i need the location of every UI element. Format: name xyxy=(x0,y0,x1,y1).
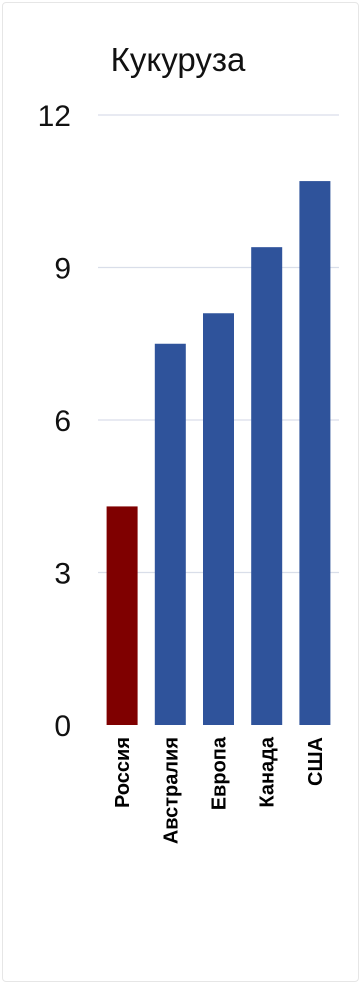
bar-3 xyxy=(203,313,234,725)
y-axis-ticks: 0 3 6 9 12 xyxy=(38,100,71,743)
x-category-label: США xyxy=(305,737,327,786)
bars xyxy=(106,181,331,726)
x-axis-labels: Россия Австралия Европа Канада США xyxy=(112,736,327,844)
y-tick-label: 9 xyxy=(54,253,71,286)
x-category-label: Канада xyxy=(257,736,279,807)
y-tick-label: 6 xyxy=(54,405,71,438)
x-category-label: Европа xyxy=(209,736,231,810)
y-tick-label: 12 xyxy=(38,100,71,133)
bar-1 xyxy=(106,506,138,725)
y-tick-label: 3 xyxy=(54,558,71,591)
x-category-label: Австралия xyxy=(160,737,182,844)
x-category-label: Россия xyxy=(112,737,134,808)
bar-2 xyxy=(154,343,186,725)
bar-5 xyxy=(299,181,331,726)
y-tick-label: 0 xyxy=(54,710,71,743)
bar-4 xyxy=(251,247,283,725)
bar-chart: Кукуруза 0 3 6 9 12 Россия Австралия Европа Кан… xyxy=(38,41,339,844)
chart-title: Кукуруза xyxy=(111,41,246,78)
